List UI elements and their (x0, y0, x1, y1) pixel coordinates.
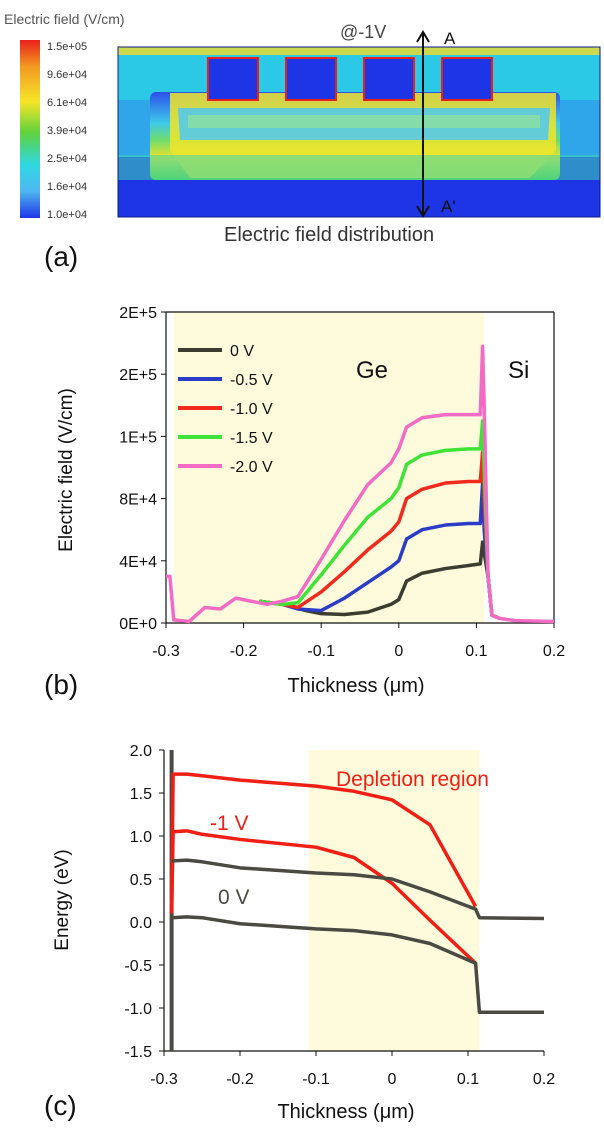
y-tick-label: 1E+5 (119, 429, 157, 446)
y-tick-label: 2E+5 (119, 367, 157, 384)
panel-c-ylabel: Energy (eV) (52, 849, 73, 950)
legend-label: 0 V (230, 343, 254, 360)
colorbar-tick-label: 9.6e+04 (47, 69, 87, 81)
cut-arrow-top (416, 30, 430, 43)
legend-title: Electric field (V/cm) (4, 11, 125, 27)
ge-label: Ge (356, 357, 388, 384)
colorbar-tick-label: 3.9e+04 (47, 125, 87, 137)
device-cross-section (117, 46, 601, 218)
minus1v-label: -1 V (210, 812, 249, 835)
legend-label: -1.0 V (230, 401, 273, 418)
series-line (169, 772, 478, 914)
panel-b-axes-frame (165, 311, 555, 624)
panel-b-label: (b) (44, 669, 78, 700)
y-tick-label: 0E+0 (119, 616, 157, 633)
x-tick-label: -0.2 (226, 1071, 254, 1088)
x-tick-label: -0.3 (150, 1071, 178, 1088)
panel-b-ylabel: Electric field (V/cm) (56, 388, 77, 552)
y-tick-label: 8E+4 (119, 492, 157, 509)
colorbar-ticks: 1.5e+05 9.6e+04 6.1e+04 3.9e+04 2.5e+04 1.6e+… (47, 41, 87, 221)
y-tick-label: -1.5 (124, 1044, 152, 1061)
panel-b-series (166, 344, 555, 624)
y-tick-label: 1.0 (130, 829, 152, 846)
zero-volt-label: 0 V (218, 886, 250, 909)
legend-label: -1.5 V (230, 430, 273, 447)
cut-arrow-bottom (416, 205, 430, 218)
panel-c-ticks: 2.0 1.5 1.0 0.5 0.0 -0.5 -1.0 -1.5 -0.3 -0.2 -0.1 0… (124, 743, 555, 1088)
x-tick-label: 0 (394, 643, 403, 660)
y-tick-label: 2.0 (130, 743, 152, 760)
x-tick-label: -0.2 (230, 643, 258, 660)
x-tick-label: 0 (388, 1071, 397, 1088)
x-tick-label: 0.2 (533, 1071, 555, 1088)
panel-c: 2.0 1.5 1.0 0.5 0.0 -0.5 -1.0 -1.5 -0.3 -0.2 -0.1 0… (44, 743, 555, 1123)
colorbar-tick-label: 1.6e+04 (47, 181, 87, 193)
panel-c-series (169, 772, 545, 1015)
panel-b: 2E+5 2E+5 1E+5 8E+4 4E+4 0E+0 -0.3 -0.2 -0.1 0 0.1… (44, 305, 565, 700)
y-tick-label: -1.0 (124, 1001, 152, 1018)
legend-label: -0.5 V (230, 372, 273, 389)
colorbar-tick-label: 1.5e+05 (47, 41, 87, 53)
cut-label-top: A (444, 29, 456, 48)
y-tick-label: 0.0 (130, 915, 152, 932)
panel-a-label: (a) (44, 241, 78, 272)
colorbar-tick-label: 2.5e+04 (47, 153, 87, 165)
si-label: Si (508, 357, 529, 384)
y-tick-label: -0.5 (124, 958, 152, 975)
depletion-label: Depletion region (336, 768, 489, 791)
series-line (171, 858, 545, 921)
series-line (171, 915, 544, 1015)
colorbar (20, 40, 40, 218)
legend-label: -2.0 V (230, 459, 273, 476)
x-tick-label: 0.2 (543, 643, 565, 660)
x-tick-label: 0.1 (457, 1071, 479, 1088)
y-tick-label: 0.5 (130, 872, 152, 889)
x-tick-label: 0.1 (465, 643, 487, 660)
bias-label: @-1V (340, 22, 386, 42)
x-tick-label: -0.3 (152, 643, 180, 660)
panel-b-ticks: 2E+5 2E+5 1E+5 8E+4 4E+4 0E+0 -0.3 -0.2 -0.1 0 0.1… (119, 305, 565, 660)
y-tick-label: 4E+4 (119, 554, 157, 571)
series-line (166, 344, 555, 624)
panel-b-xlabel: Thickness (μm) (287, 675, 424, 697)
x-tick-label: -0.1 (307, 643, 335, 660)
panel-a: Electric field (V/cm) 1.5e+05 9.6e+04 6.1e… (4, 11, 601, 272)
series-line (169, 829, 477, 965)
y-tick-label: 2E+5 (119, 305, 157, 322)
panel-b-legend: 0 V -0.5 V -1.0 V -1.5 V -2.0 V (178, 343, 273, 476)
colorbar-tick-label: 6.1e+04 (47, 97, 87, 109)
panel-a-caption: Electric field distribution (224, 224, 434, 246)
y-tick-label: 1.5 (130, 786, 152, 803)
colorbar-tick-label: 1.0e+04 (47, 209, 87, 221)
panel-c-xlabel: Thickness (μm) (277, 1101, 414, 1123)
cut-label-bottom: A' (441, 197, 456, 216)
panel-c-label: (c) (44, 1090, 77, 1121)
x-tick-label: -0.1 (302, 1071, 330, 1088)
